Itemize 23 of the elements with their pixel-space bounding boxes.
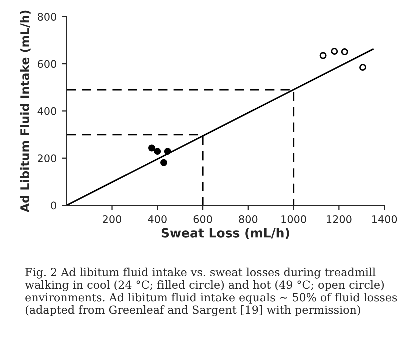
point: [154, 148, 162, 156]
x-tick-label: 600: [194, 215, 212, 224]
point: [360, 64, 366, 72]
x-tick-label: 1000: [282, 215, 306, 224]
x-tick-label: 1400: [372, 215, 398, 224]
point: [331, 48, 338, 55]
y-tick-label: 600: [38, 60, 56, 68]
caption: Fig. 2 Ad libitum fluid intake vs. sweat losses during treadmill walking in cool (24 °C; filled circle) and hot (49 °C; open circle) environments. Ad libitum fluid intake equals ∼ 50% of fluid losses (adapted from Greenleaf and Sargent [19] with permission): [25, 268, 398, 316]
x-tick-label: 200: [103, 215, 122, 224]
x-axis-title: Sweat Loss (mL/h): [162, 228, 290, 240]
y-tick-label: 800: [38, 13, 56, 21]
y-tick-label: 0: [51, 202, 56, 210]
y-axis-title: Ad Libitum Fluid Intake (mL/h): [20, 10, 31, 213]
point: [320, 52, 327, 60]
y-tick-label: 200: [38, 154, 56, 162]
y-tick-label: 400: [38, 107, 56, 116]
point: [341, 48, 348, 56]
x-tick-label: 1200: [327, 215, 352, 224]
x-tick-label: 800: [239, 215, 258, 224]
point: [148, 144, 156, 152]
point: [164, 148, 172, 156]
x-tick-label: 400: [148, 215, 167, 224]
point: [160, 159, 168, 166]
